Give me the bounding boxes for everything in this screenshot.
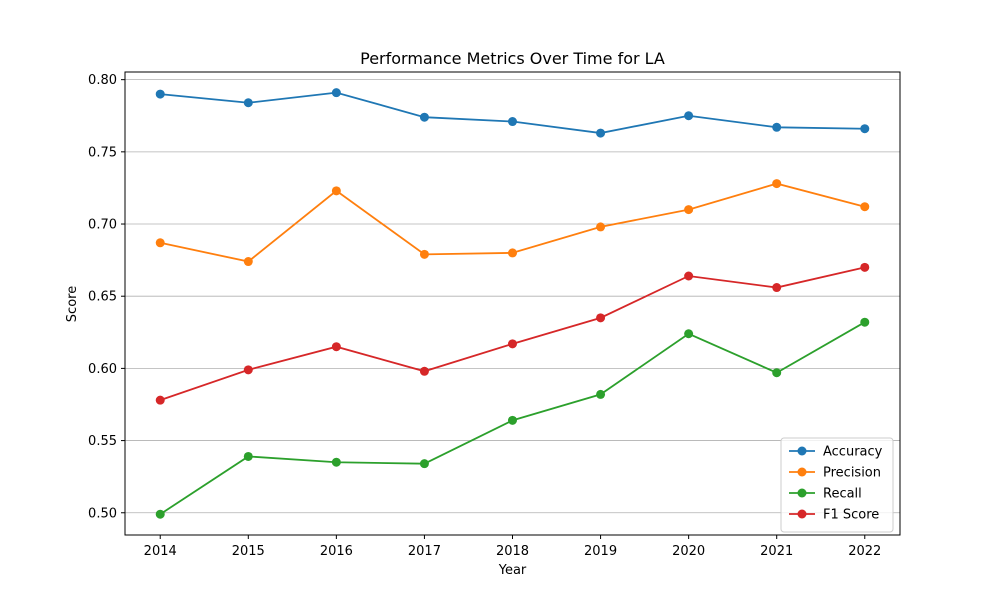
legend-marker [797,488,807,498]
data-point-precision [772,179,782,189]
data-point-precision [860,202,870,212]
x-axis-label: Year [498,563,527,578]
data-point-accuracy [684,111,694,121]
chart-title: Performance Metrics Over Time for LA [360,49,665,68]
data-point-recall [508,415,517,425]
data-point-accuracy [596,128,606,138]
legend-marker [797,509,807,519]
x-tick-label: 2017 [408,544,441,559]
legend: Accuracy Precision Recall F1 Score [780,437,894,533]
data-point-precision [243,257,253,267]
data-point-accuracy [155,89,165,99]
x-tick-label: 2019 [584,544,617,559]
legend-item: Accuracy [789,445,883,460]
x-tick-label: 2021 [760,544,793,559]
x-tick-label: 2016 [320,544,353,559]
legend-item: F1 Score [789,508,879,523]
data-point-precision [684,205,694,215]
x-tick-label: 2022 [848,544,881,559]
x-axis-ticks: 2014 2015 2016 2017 2018 2019 2020 2021 2022 [144,535,881,559]
data-point-accuracy [772,122,782,132]
series-precision [155,179,870,267]
y-axis-label: Score [65,286,80,322]
data-point-f1-score [243,365,253,375]
legend-label: Recall [823,487,862,502]
y-tick-label: 0.50 [88,506,117,521]
data-point-accuracy [419,112,429,122]
x-tick-label: 2018 [496,544,529,559]
series-accuracy [155,88,870,138]
series-recall [155,317,870,519]
y-tick-label: 0.70 [88,218,117,233]
y-tick-label: 0.65 [88,290,117,305]
data-point-precision [419,249,429,259]
data-point-accuracy [331,88,341,98]
data-point-f1-score [684,271,694,281]
series-f1-score [155,262,870,405]
data-point-recall [243,451,253,461]
y-axis-ticks: 0.50 0.55 0.60 0.65 0.70 0.75 0.80 [88,73,125,521]
y-tick-label: 0.80 [88,73,117,88]
y-tick-label: 0.55 [88,434,117,449]
data-point-recall [860,317,870,327]
data-point-recall [155,509,165,519]
legend-marker [797,446,807,456]
data-point-f1-score [508,339,517,349]
data-point-recall [596,389,606,399]
data-point-f1-score [419,366,429,376]
data-point-recall [772,368,782,378]
legend-box [780,437,894,533]
data-point-precision [508,248,517,258]
data-point-f1-score [772,283,782,293]
data-point-precision [596,222,606,232]
y-tick-label: 0.75 [88,145,117,160]
data-point-f1-score [596,313,606,323]
legend-label: Accuracy [823,445,883,460]
series-lines [155,88,870,519]
data-point-recall [331,457,341,467]
legend-label: Precision [823,466,881,481]
legend-item: Recall [789,487,862,502]
data-point-f1-score [331,342,341,352]
data-point-precision [331,186,341,196]
legend-label: F1 Score [823,508,879,523]
legend-item: Precision [789,466,881,481]
data-point-accuracy [860,124,870,134]
data-point-f1-score [155,395,165,405]
data-point-recall [684,329,694,339]
data-point-precision [155,238,165,248]
data-point-accuracy [508,117,517,127]
data-point-recall [419,459,429,469]
data-point-accuracy [243,98,253,108]
legend-marker [797,467,807,477]
y-tick-label: 0.60 [88,362,117,377]
x-tick-label: 2015 [232,544,265,559]
x-tick-label: 2014 [144,544,177,559]
x-tick-label: 2020 [672,544,705,559]
data-point-f1-score [860,262,870,272]
